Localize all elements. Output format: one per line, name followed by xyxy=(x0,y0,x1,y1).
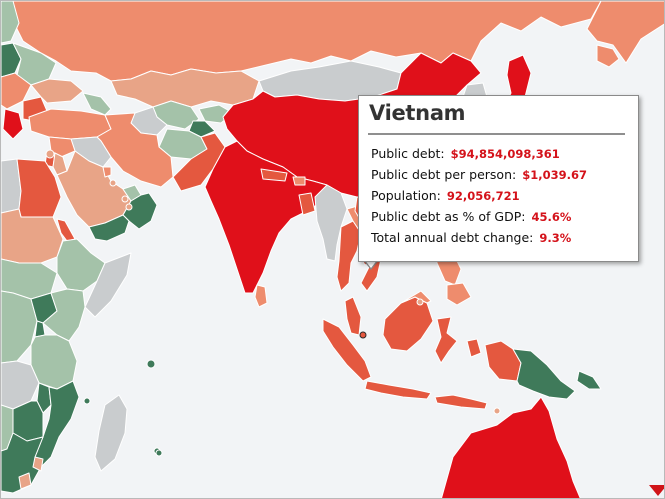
country-australia[interactable] xyxy=(441,396,581,499)
country-ukraine[interactable] xyxy=(30,78,84,104)
tooltip-divider xyxy=(368,133,625,135)
country-sabah-sarawak[interactable] xyxy=(400,290,432,304)
island-cyprus[interactable] xyxy=(45,149,55,159)
country-bhutan[interactable] xyxy=(292,176,306,186)
country-sumatra[interactable] xyxy=(322,318,372,382)
tooltip-row-public-debt: Public debt: $94,854,098,361 xyxy=(371,146,560,164)
tooltip-value: $94,854,098,361 xyxy=(450,147,560,161)
country-malawi[interactable] xyxy=(36,382,52,414)
tooltip-value: 9.3% xyxy=(539,231,572,245)
country-ethiopia[interactable] xyxy=(56,238,106,292)
tooltip-pointer-fill xyxy=(364,259,378,268)
tooltip-label: Population: xyxy=(371,188,441,203)
tooltip-label: Public debt as % of GDP: xyxy=(371,209,526,224)
country-nepal[interactable] xyxy=(260,168,288,182)
country-bangladesh[interactable] xyxy=(298,192,316,216)
country-scandinavia[interactable] xyxy=(1,1,20,44)
country-papua-new-guinea[interactable] xyxy=(512,348,576,400)
country-maluku[interactable] xyxy=(466,338,482,358)
tooltip-label: Public debt: xyxy=(371,146,445,161)
island-comoros[interactable] xyxy=(83,397,91,405)
country-malaysia-peninsula[interactable] xyxy=(344,296,362,336)
country-kamchatka-island[interactable] xyxy=(596,44,620,68)
tooltip-country-name: Vietnam xyxy=(369,101,466,125)
country-yemen[interactable] xyxy=(88,214,130,242)
country-syria[interactable] xyxy=(48,136,76,158)
tooltip-row-debt-per-person: Public debt per person: $1,039.67 xyxy=(371,167,587,185)
tooltip-row-population: Population: 92,056,721 xyxy=(371,188,520,206)
country-kuwait[interactable] xyxy=(102,166,112,178)
country-caucasus[interactable] xyxy=(82,92,112,116)
country-java[interactable] xyxy=(364,380,432,400)
tooltip-value: $1,039.67 xyxy=(522,168,587,182)
country-sri-lanka[interactable] xyxy=(254,284,268,308)
tooltip-label: Public debt per person: xyxy=(371,167,517,182)
country-swaziland[interactable] xyxy=(32,456,44,472)
island-gulf[interactable] xyxy=(125,203,133,211)
country-lesotho[interactable] xyxy=(18,472,32,490)
country-turkey[interactable] xyxy=(28,108,112,140)
tooltip-row-annual-debt-change: Total annual debt change: 9.3% xyxy=(371,230,571,248)
island-maldives[interactable] xyxy=(146,359,156,369)
country-russia-far-east[interactable] xyxy=(586,1,665,64)
island-bahrain[interactable] xyxy=(109,179,117,187)
country-mindanao[interactable] xyxy=(446,282,472,306)
island-mauritius[interactable] xyxy=(155,449,163,457)
tooltip-value: 45.6% xyxy=(531,210,572,224)
corner-triangle-icon xyxy=(649,485,664,496)
country-tajikistan[interactable] xyxy=(188,120,216,138)
country-solomon-islands[interactable] xyxy=(576,370,602,390)
country-sulawesi[interactable] xyxy=(434,316,458,364)
tooltip-label: Total annual debt change: xyxy=(371,230,534,245)
country-western-europe[interactable] xyxy=(1,42,22,78)
island-timor[interactable] xyxy=(493,407,501,415)
tooltip-value: 92,056,721 xyxy=(446,189,520,203)
island-brunei[interactable] xyxy=(416,298,424,306)
country-rwanda-burundi[interactable] xyxy=(34,320,46,338)
country-myanmar[interactable] xyxy=(314,184,348,262)
country-tooltip: Vietnam Public debt: $94,854,098,361 Publ… xyxy=(358,95,639,262)
country-pakistan[interactable] xyxy=(172,132,226,192)
island-singapore[interactable] xyxy=(359,331,367,339)
country-russia[interactable] xyxy=(12,1,602,82)
island-qatar[interactable] xyxy=(121,195,129,203)
country-madagascar[interactable] xyxy=(94,394,128,472)
country-italy[interactable] xyxy=(2,108,24,140)
country-somalia[interactable] xyxy=(84,252,132,318)
country-lesser-sunda[interactable] xyxy=(434,394,488,410)
country-kenya[interactable] xyxy=(42,288,86,342)
tooltip-row-debt-pct-gdp: Public debt as % of GDP: 45.6% xyxy=(371,209,571,227)
